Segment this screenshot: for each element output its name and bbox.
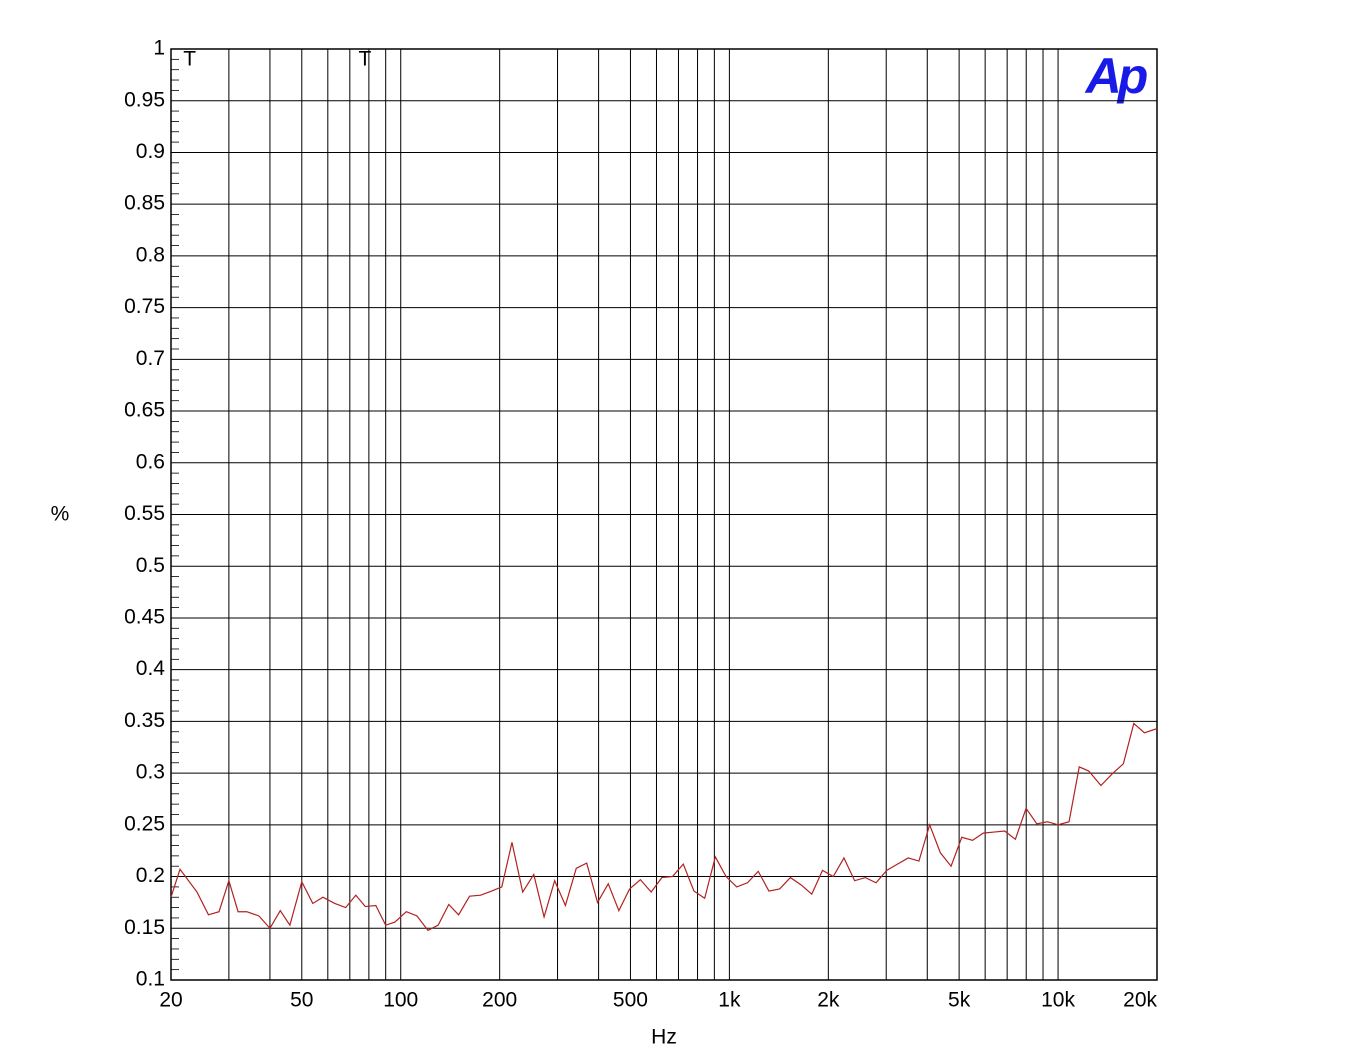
logo: Ap	[1084, 48, 1147, 104]
y-tick-label: 0.15	[124, 916, 165, 939]
y-tick-label: 0.4	[136, 657, 166, 680]
y-tick-label: 0.45	[124, 605, 165, 628]
x-tick-label: 2k	[817, 989, 840, 1012]
x-tick-label: 10k	[1041, 989, 1075, 1012]
y-tick-label: 0.95	[124, 88, 165, 111]
data-line	[170, 722, 1158, 932]
y-tick-label: 0.7	[136, 347, 165, 370]
annotation: T	[183, 48, 196, 71]
y-tick-label: 0.5	[136, 554, 165, 577]
y-tick-label: 0.35	[124, 709, 165, 732]
y-tick-label: 0.1	[136, 968, 165, 991]
x-tick-label: 5k	[948, 989, 971, 1012]
x-tick-label: 50	[290, 989, 313, 1012]
y-tick-label: 0.85	[124, 192, 165, 215]
y-tick-label: 0.9	[136, 140, 165, 163]
x-tick-label: 1k	[718, 989, 741, 1012]
y-tick-label: 1	[153, 37, 165, 60]
x-tick-label: 20k	[1123, 989, 1157, 1012]
x-axis-label: Hz	[651, 1026, 677, 1049]
annotation: T	[358, 48, 371, 71]
y-tick-label: 0.65	[124, 399, 165, 422]
plot-frame	[170, 48, 1158, 981]
y-tick-label: 0.8	[136, 243, 165, 266]
x-tick-label: 100	[383, 989, 418, 1012]
x-tick-label: 200	[482, 989, 517, 1012]
y-tick-label: 0.2	[136, 864, 165, 887]
y-tick-label: 0.25	[124, 812, 165, 835]
x-tick-label: 20	[159, 989, 182, 1012]
y-tick-label: 0.6	[136, 450, 165, 473]
y-tick-label: 0.55	[124, 502, 165, 525]
x-tick-label: 500	[613, 989, 648, 1012]
y-axis-label: %	[51, 503, 70, 526]
y-tick-label: 0.3	[136, 761, 165, 784]
y-tick-label: 0.75	[124, 295, 165, 318]
